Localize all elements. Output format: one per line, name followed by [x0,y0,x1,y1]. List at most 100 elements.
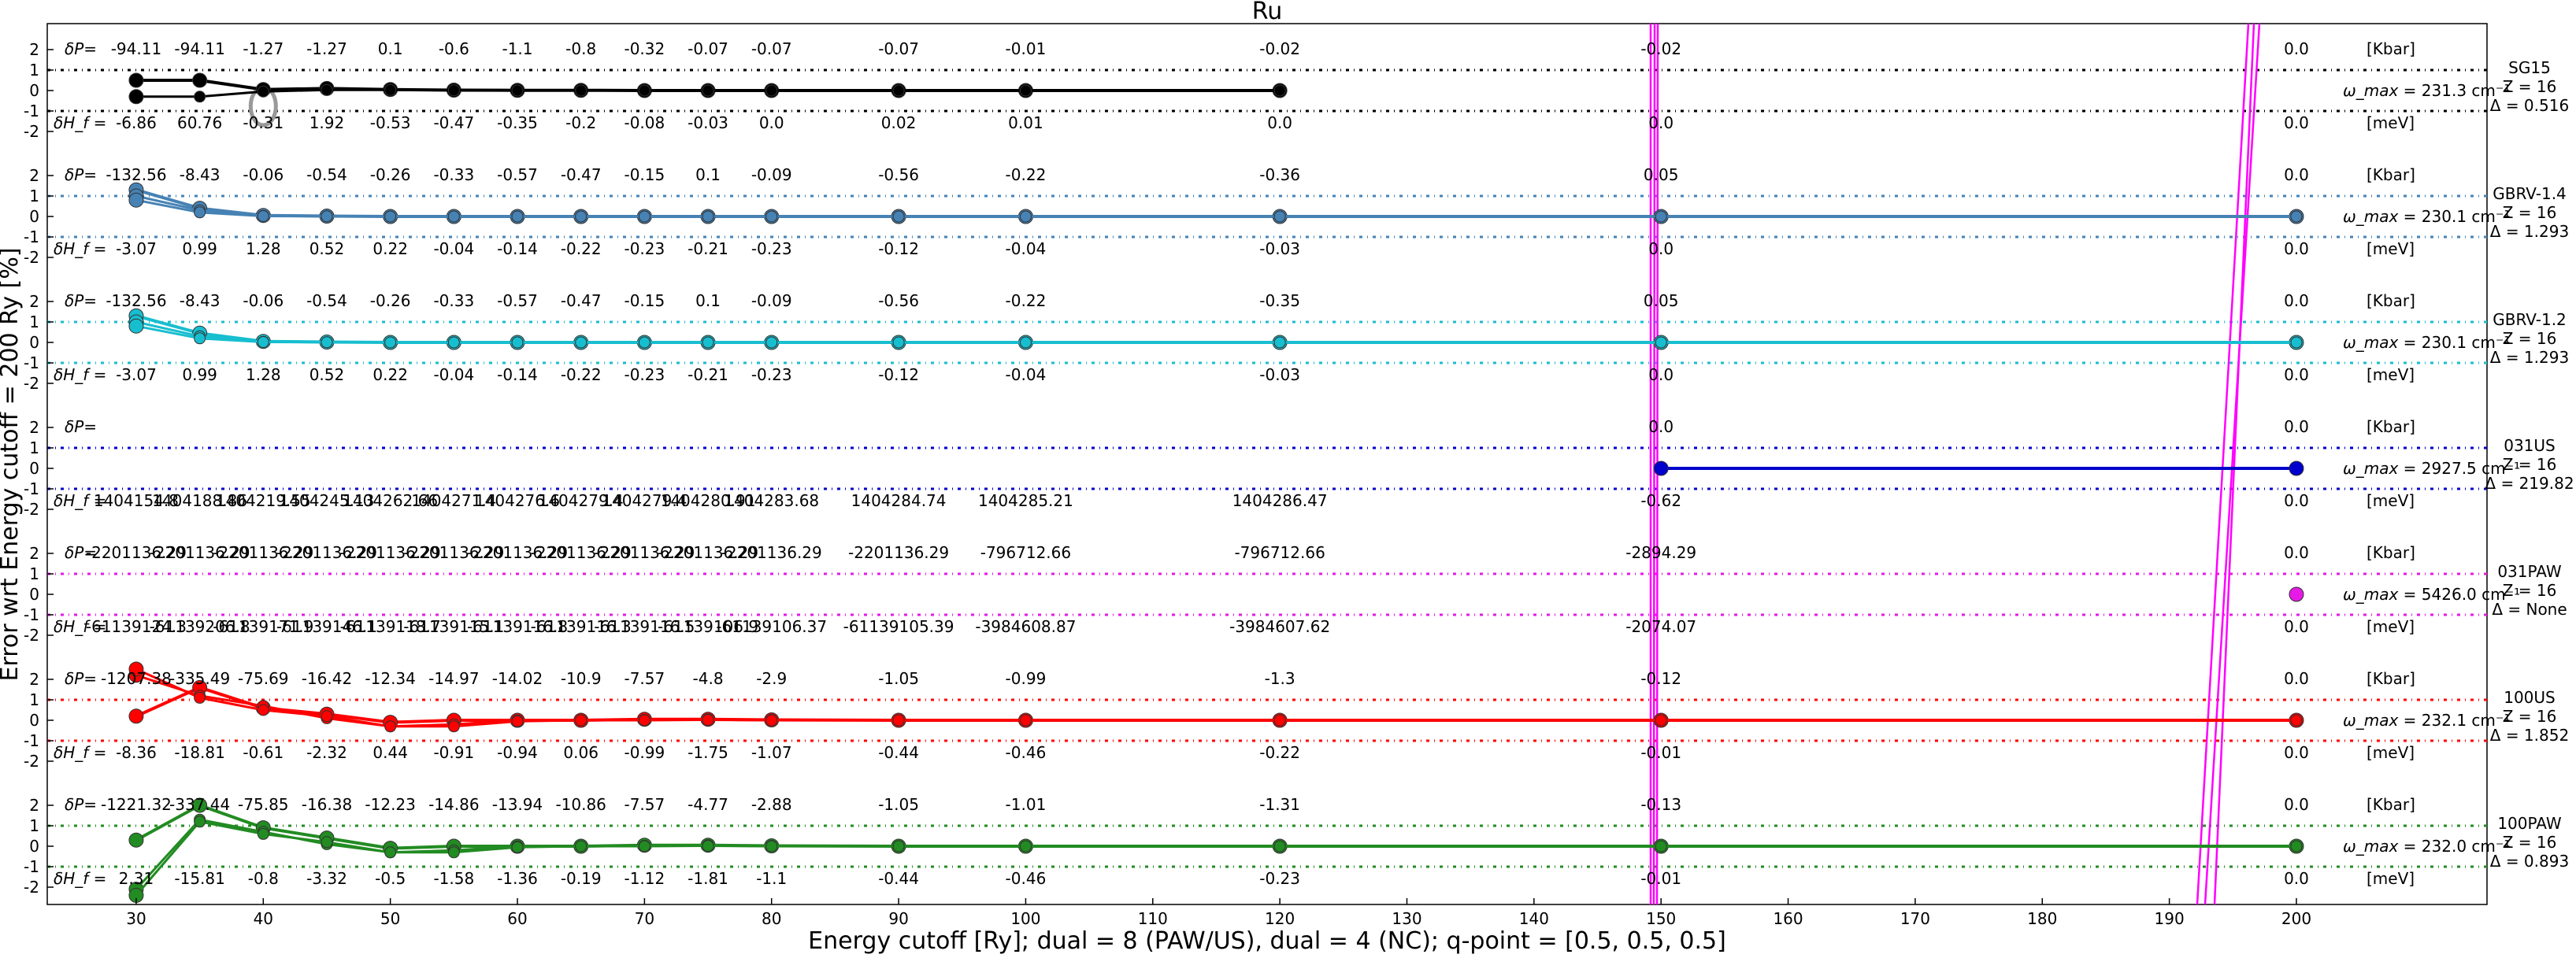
delta-p-label: δP= [65,291,97,310]
delta-p-value: -1.27 [306,39,347,58]
delta-p-value: -0.06 [243,291,284,310]
data-point [321,210,333,223]
magenta-curve [2196,23,2250,905]
data-point [2290,840,2303,853]
y-tick-label: -2 [24,374,39,393]
data-point [194,91,206,103]
delta-p-value: -7.57 [624,669,665,688]
delta-p-value: -10.86 [555,795,606,814]
omega-max-label: ω_max = 2927.5 cm⁻¹ [2343,459,2520,478]
delta-h-value: -1.36 [497,869,538,888]
delta-h-value: 0.0 [2284,113,2309,132]
data-point [765,840,778,853]
delta-h-value: 1404154.8 [94,491,179,510]
delta-h-label: δH_f = [54,239,106,258]
delta-p-value: -0.8 [565,39,596,58]
delta-p-value: 0.0 [2284,543,2309,562]
kbar-unit: [Kbar] [2367,543,2415,562]
delta-p-label: δP= [65,417,97,436]
delta-h-value: 0.22 [373,239,408,258]
y-tick-label: 0 [29,333,39,352]
data-point [892,714,905,727]
delta-h-value: -0.03 [1259,365,1300,384]
kbar-unit: [Kbar] [2367,165,2415,184]
delta-p-value: -1.05 [878,795,919,814]
data-point [128,708,144,724]
delta-h-value: -0.46 [1006,869,1047,888]
delta-p-value: -0.07 [688,39,728,58]
y-tick-label: 2 [29,544,39,563]
series-name-label: 100PAW [2497,814,2562,833]
delta-p-value: -0.15 [624,291,665,310]
delta-p-label: δP= [65,165,97,184]
y-tick-label: 0 [29,585,39,604]
x-tick-label: 80 [762,909,781,928]
data-point [447,336,460,349]
delta-h-value: -3.07 [116,365,157,384]
y-tick-label: 0 [29,837,39,856]
reference-lines [47,68,2487,868]
kbar-unit: [Kbar] [2367,417,2415,436]
y-tick-label: -1 [24,605,39,624]
omega-prefix: ω_max = [2343,207,2422,226]
delta-h-value: 1404245.13 [280,491,375,510]
delta-h-value: 0.44 [373,743,408,762]
delta-p-label: δP= [65,543,97,562]
omega-prefix: ω_max = [2343,81,2422,100]
data-point [192,72,208,88]
series-name-label: GBRV-1.2 [2493,310,2567,329]
delta-p-value: 0.0 [2284,795,2309,814]
data-point [257,335,269,348]
delta-p-value: -0.32 [624,39,665,58]
delta-p-value: -8.43 [180,165,221,184]
delta-h-value: -61139106.37 [716,617,827,636]
y-tick-label: -1 [24,102,39,120]
mev-unit: [meV] [2367,869,2415,888]
delta-p-value: -335.49 [169,669,230,688]
y-tick-label: 1 [29,187,39,205]
delta-h-value: 0.02 [881,113,917,132]
data-point [1655,714,1667,727]
data-point [511,210,524,223]
delta-p-value: -16.42 [302,669,352,688]
delta-h-value: 0.99 [182,239,217,258]
delta-h-value: 1404283.68 [724,491,819,510]
y-tick-label: -2 [24,122,39,141]
series-delta-label: Δ = 0.516 [2490,96,2569,115]
delta-p-value: -132.56 [106,165,166,184]
data-point [575,840,587,853]
delta-h-value: -1.1 [756,869,787,888]
data-point [128,89,144,105]
mev-unit: [meV] [2367,617,2415,636]
data-point [384,336,397,349]
delta-h-value: -0.47 [433,113,474,132]
delta-h-value: -6.86 [116,113,157,132]
series-line [135,820,2296,897]
delta-p-value: -0.47 [561,165,602,184]
y-tick-label: 1 [29,690,39,709]
y-tick-label: -2 [24,248,39,267]
data-point [128,72,144,88]
data-point [384,83,397,96]
delta-h-value: -0.23 [624,365,665,384]
plot-frame [46,23,2488,905]
x-tick-label: 140 [1519,909,1549,928]
delta-h-value: -0.04 [1006,239,1047,258]
delta-p-value: -2201136.29 [403,543,504,562]
delta-p-value: -132.56 [106,291,166,310]
delta-h-value: 1404280.91 [661,491,756,510]
delta-p-value: -2201136.29 [531,543,632,562]
series-name-label: 031US [2504,436,2556,455]
data-point [192,797,208,813]
series-delta-label: Δ = None [2492,600,2567,619]
delta-p-value: -0.02 [1640,39,1681,58]
delta-h-value: -0.23 [624,239,665,258]
y-tick-label: -1 [24,731,39,750]
data-point [1655,840,1667,853]
delta-p-value: 0.0 [2284,669,2309,688]
delta-h-value: 1.92 [309,113,345,132]
data-point [1655,210,1667,223]
data-point [2289,586,2304,602]
data-point [892,210,905,223]
